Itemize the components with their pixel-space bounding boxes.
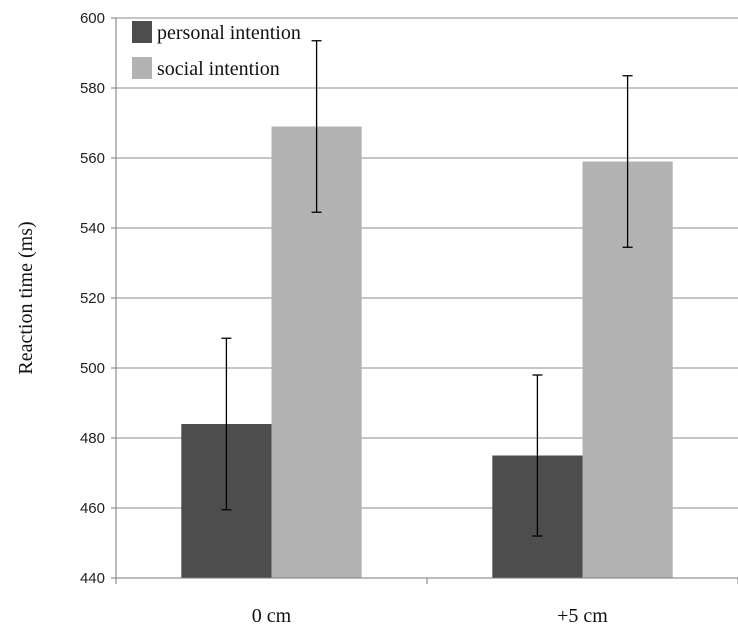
y-tick-label: 480	[80, 430, 105, 447]
y-tick-label: 580	[80, 80, 105, 97]
x-tick-label: 0 cm	[252, 605, 292, 627]
y-tick-label: 560	[80, 150, 105, 167]
y-tick-label: 440	[80, 570, 105, 587]
legend-swatch	[132, 21, 152, 43]
axes	[111, 17, 738, 584]
y-tick-label: 540	[80, 220, 105, 237]
x-tick-label: +5 cm	[557, 605, 608, 627]
y-tick-label: 460	[80, 500, 105, 517]
y-tick-label: 520	[80, 290, 105, 307]
bars	[181, 126, 673, 578]
error-bars	[221, 40, 633, 537]
y-tick-label: 600	[80, 10, 105, 27]
legend-label: personal intention	[157, 22, 301, 44]
legend-swatch	[132, 57, 152, 79]
legend: personal intention social intention	[132, 21, 301, 80]
y-tick-label: 500	[80, 360, 105, 377]
legend-label: social intention	[157, 58, 280, 80]
y-tick-labels: 440 460 480 500 520 540 560 580 600	[80, 10, 105, 587]
x-tick-labels: 0 cm +5 cm	[252, 605, 609, 627]
y-axis-title: Reaction time (ms)	[15, 221, 37, 374]
